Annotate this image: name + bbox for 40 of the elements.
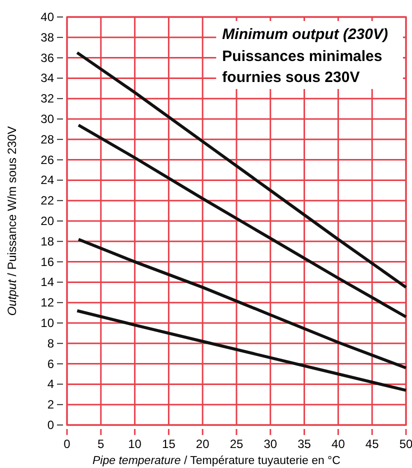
y-tick-label: 0 xyxy=(47,418,54,432)
line-series xyxy=(76,309,408,392)
y-tick-label: 24 xyxy=(40,173,54,188)
x-tick-label: 35 xyxy=(298,437,312,451)
y-tick-label: 8 xyxy=(47,336,54,350)
line-series xyxy=(76,51,408,289)
y-tick-label: 2 xyxy=(47,398,54,412)
x-tick-label: 5 xyxy=(98,437,105,451)
y-tick-label: 20 xyxy=(40,214,54,228)
y-tick-label: 30 xyxy=(40,112,54,126)
y-tick-label: 16 xyxy=(40,254,54,269)
y-tick-label: 38 xyxy=(40,30,54,44)
text: Minimum output (230V) xyxy=(222,26,388,43)
y-tick-label: 12 xyxy=(40,296,54,310)
x-axis-title: Pipe temperature / Température tuyauterie en °C xyxy=(92,455,340,467)
y-tick-label: 34 xyxy=(40,71,54,86)
x-tick-label: 20 xyxy=(196,437,210,451)
line-series xyxy=(77,238,408,370)
y-tick-label: 26 xyxy=(40,152,54,167)
text: Puissances minimales fournies sous 230V xyxy=(222,48,382,86)
x-tick-label: 50 xyxy=(399,437,412,451)
y-tick-label: 14 xyxy=(40,275,54,290)
y-tick-label: 6 xyxy=(47,356,54,371)
x-tick-label: 10 xyxy=(128,437,142,451)
y-tick-label: 4 xyxy=(47,377,54,392)
x-tick-label: 15 xyxy=(162,437,176,451)
x-tick-label: 25 xyxy=(230,437,244,451)
y-tick-label: 32 xyxy=(40,92,54,106)
y-tick-label: 28 xyxy=(40,132,54,146)
y-tick-label: 18 xyxy=(40,234,54,248)
y-tick-label: 10 xyxy=(40,316,54,330)
x-tick-label: 30 xyxy=(264,437,278,451)
x-tick-label: 45 xyxy=(365,437,380,451)
y-tick-label: 36 xyxy=(40,50,54,65)
line-series xyxy=(77,124,408,318)
x-tick-label: 0 xyxy=(64,437,71,451)
x-tick-label: 40 xyxy=(332,437,346,451)
y-tick-label: 40 xyxy=(40,10,54,24)
y-tick-label: 22 xyxy=(40,194,54,208)
y-axis-title: Output / Puissance W/m sous 230V xyxy=(5,126,19,316)
